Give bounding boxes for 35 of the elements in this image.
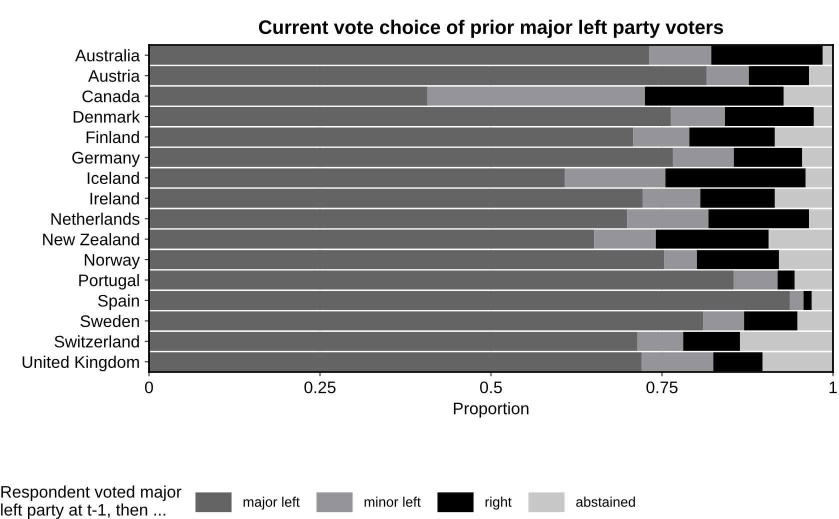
legend-label: minor left bbox=[364, 496, 421, 507]
bar bbox=[804, 290, 812, 310]
y-tick-label: Switzerland bbox=[54, 335, 139, 348]
bar bbox=[703, 311, 744, 330]
y-tick-label: Denmark bbox=[74, 110, 140, 123]
legend-label: right bbox=[486, 496, 512, 510]
legend-label: abstained bbox=[576, 496, 635, 507]
bar bbox=[744, 311, 798, 330]
x-tick-label: 0.75 bbox=[646, 381, 678, 394]
y-tick-label: Australia bbox=[75, 49, 140, 62]
y-tick-label: Germany bbox=[72, 152, 140, 167]
y-tick-label: Netherlands bbox=[51, 212, 140, 225]
x-tick-label: 0.5 bbox=[480, 381, 502, 394]
y-tick-label: Norway bbox=[84, 254, 140, 270]
y-tick-label: Finland bbox=[86, 130, 139, 144]
x-tick-label: 0.25 bbox=[304, 381, 336, 394]
bar bbox=[734, 270, 778, 290]
x-axis-title: Proportion bbox=[454, 402, 528, 418]
y-tick-label: Canada bbox=[82, 90, 140, 102]
y-tick-label: Austria bbox=[88, 70, 140, 82]
bar bbox=[790, 290, 804, 310]
y-tick-label: Sweden bbox=[80, 314, 139, 328]
bar bbox=[664, 250, 697, 270]
x-tick-label: 0 bbox=[145, 381, 153, 394]
x-tick-label: 1 bbox=[830, 382, 837, 394]
y-tick-label: Portugal bbox=[79, 274, 139, 290]
chart-title: Current vote choice of prior major left party voters bbox=[258, 20, 724, 38]
y-tick-label: Iceland bbox=[88, 172, 139, 184]
y-tick-label: United Kingdom bbox=[22, 356, 139, 372]
legend-label: major left bbox=[244, 496, 300, 510]
y-tick-label: Ireland bbox=[90, 192, 139, 204]
legend-title: Respondent voted major left party at t-1, then ... bbox=[1, 486, 182, 519]
y-tick-label: New Zealand bbox=[43, 233, 139, 246]
bar bbox=[427, 86, 645, 106]
y-tick-label: Spain bbox=[98, 294, 139, 310]
